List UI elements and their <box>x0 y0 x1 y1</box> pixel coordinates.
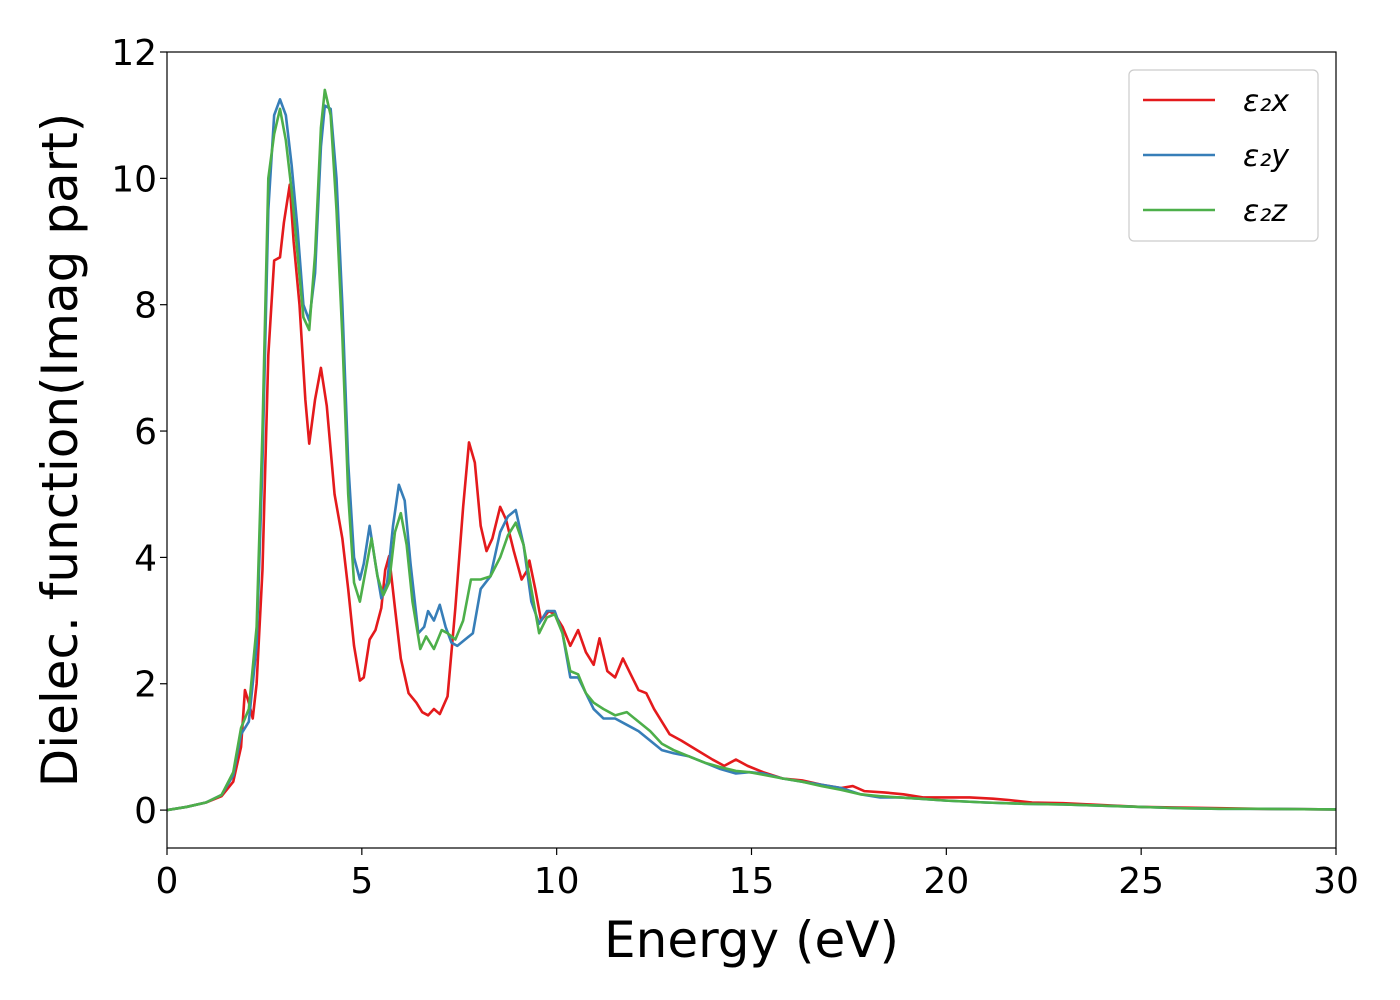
legend-label-2: ε₂y <box>1243 139 1290 174</box>
legend-label-1: ε₂x <box>1243 84 1289 119</box>
x-tick-label: 20 <box>923 861 969 902</box>
x-tick-label: 5 <box>350 861 373 902</box>
x-axis-label: Energy (eV) <box>604 911 899 969</box>
y-tick-label: 0 <box>134 791 157 832</box>
series-line-3 <box>167 88 1336 812</box>
x-tick-label: 15 <box>729 861 775 902</box>
y-tick-label: 12 <box>111 33 157 74</box>
x-tick-label: 10 <box>534 861 580 902</box>
y-tick-label: 10 <box>111 159 157 200</box>
series-layer <box>167 88 1336 812</box>
ticks-layer: 0 5 10 15 20 25 30 0 2 4 6 8 10 12 <box>111 33 1359 902</box>
x-tick-label: 0 <box>156 861 179 902</box>
y-axis-label: Dielec. function(Imag part) <box>31 113 89 788</box>
x-tick-label: 25 <box>1118 861 1164 902</box>
y-tick-label: 2 <box>134 665 157 706</box>
y-tick-label: 4 <box>134 538 157 579</box>
y-tick-label: 6 <box>134 412 157 453</box>
x-tick-label: 30 <box>1313 861 1359 902</box>
legend-box <box>1128 69 1319 242</box>
y-tick-label: 8 <box>134 286 157 327</box>
legend-label-3: ε₂z <box>1243 194 1288 229</box>
legend: ε₂x ε₂y ε₂z <box>1128 69 1319 242</box>
